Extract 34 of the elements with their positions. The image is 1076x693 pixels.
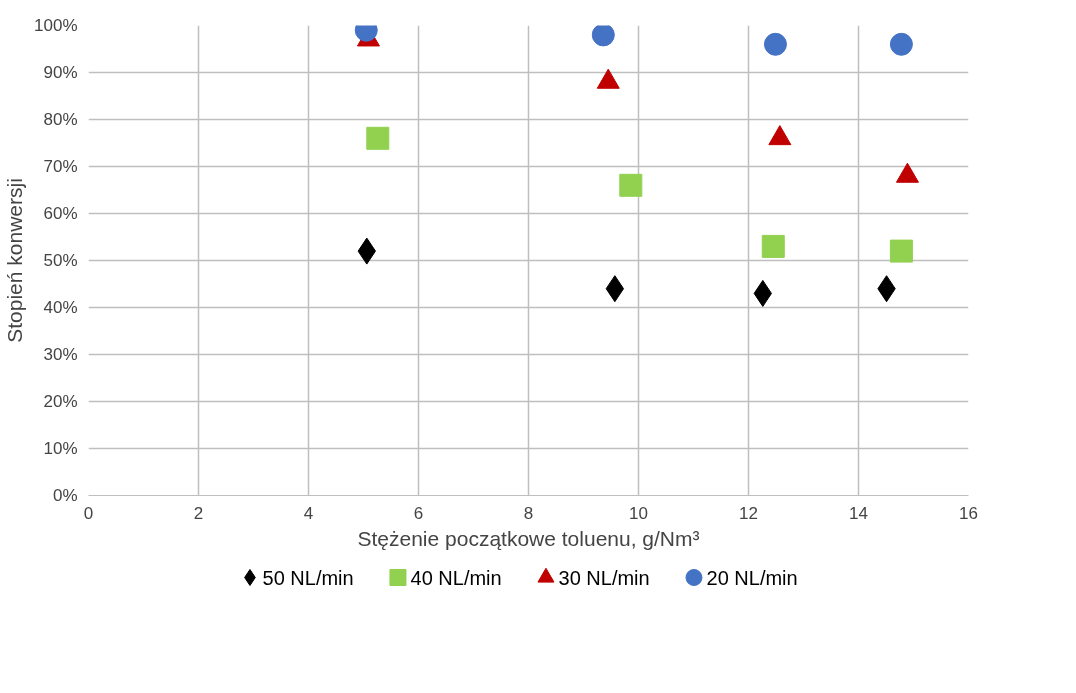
legend-label: 40 NL/min: [410, 566, 502, 589]
legend-label: 20 NL/min: [706, 566, 798, 589]
x-tick-label: 4: [303, 503, 314, 523]
y-tick-label: 20%: [43, 392, 78, 411]
legend-label: 30 NL/min: [558, 566, 650, 589]
y-tick-label: 90%: [43, 63, 78, 82]
x-axis-title: Stężenie początkowe toluenu, g/Nm³: [357, 526, 700, 550]
point: [889, 32, 913, 56]
y-axis-title: Stopień konwersji: [3, 178, 27, 343]
y-tick-label: 80%: [43, 110, 78, 129]
x-tick-label: 14: [849, 503, 868, 523]
y-tick-label: 30%: [43, 345, 78, 364]
x-tick-label: 6: [413, 503, 424, 523]
y-tick-label: 40%: [43, 298, 78, 317]
y-tick-label: 60%: [43, 204, 78, 223]
x-tick-label: 12: [739, 503, 758, 523]
x-tick-label: 2: [193, 503, 204, 523]
point: [605, 275, 625, 303]
y-tick-label: 70%: [43, 157, 78, 176]
y-tick-label: 10%: [43, 439, 78, 458]
point: [761, 234, 785, 258]
point: [889, 239, 913, 263]
x-tick-label: 0: [83, 503, 94, 523]
x-tick-label: 10: [629, 503, 648, 523]
legend-label: 50 NL/min: [262, 566, 354, 589]
x-tick-label: 16: [959, 503, 978, 523]
x-tick-label: 8: [523, 503, 534, 523]
y-tick-label: 0%: [52, 486, 78, 505]
point: [619, 173, 643, 197]
point: [366, 126, 390, 150]
point: [591, 25, 615, 47]
y-tick-label: 50%: [43, 251, 78, 270]
y-tick-label: 100%: [34, 16, 78, 35]
point: [763, 32, 787, 56]
